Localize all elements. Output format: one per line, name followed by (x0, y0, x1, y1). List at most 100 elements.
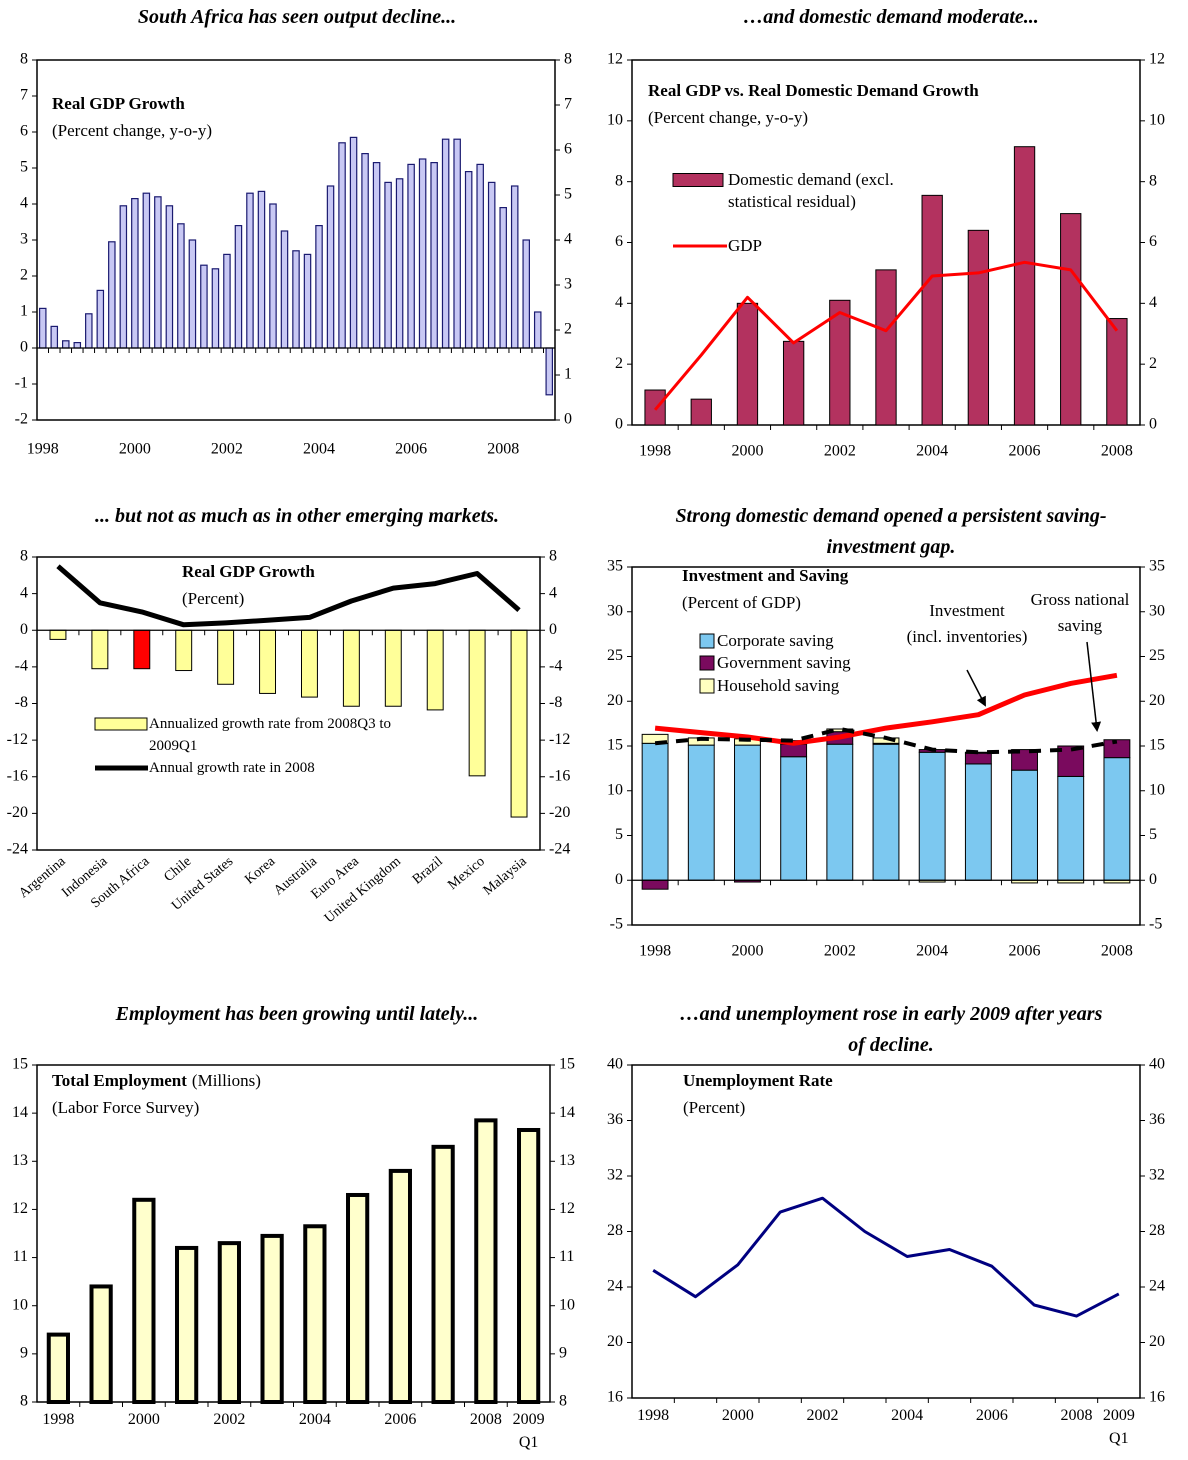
bar (690, 398, 712, 426)
y2-tick-label: 0 (1149, 416, 1157, 433)
x-tick-label: 2002 (213, 1411, 246, 1428)
legend-swatch (699, 678, 715, 694)
chart-heading: …and unemployment rose in early 2009 aft… (679, 1003, 1103, 1056)
bar (131, 198, 139, 349)
y2-tick-label: 6 (1149, 233, 1157, 250)
bar (734, 744, 761, 881)
x-tick-label: 1998 (639, 443, 671, 460)
bar (175, 629, 193, 672)
bar (921, 194, 943, 426)
y2-tick-label: 15 (559, 1056, 575, 1073)
x-tick-label: 2006 (975, 1407, 1008, 1424)
x-tick-label: 2004 (298, 1411, 331, 1428)
x-tick-label: 2008 (1101, 443, 1133, 460)
legend-label: Domestic demand (excl. statistical resid… (728, 170, 894, 211)
bar (73, 342, 82, 349)
y2-tick-label: 28 (1149, 1222, 1165, 1239)
y2-tick-label: 14 (559, 1104, 575, 1121)
chart-heading-box: Strong domestic demand opened a persiste… (675, 505, 1107, 558)
y-tick-label: 12 (12, 1200, 28, 1217)
bar (522, 239, 530, 349)
bar (1013, 146, 1036, 426)
x-tick-label-box: 2008 (469, 1411, 502, 1428)
panel-label-title: Real GDP Growth (52, 94, 185, 113)
y-tick-label: 8 (615, 172, 623, 189)
bar (395, 178, 404, 349)
y-tick-label: 35 (607, 558, 623, 575)
bar (875, 269, 897, 426)
y-tick-label: 6 (615, 233, 623, 250)
bar (303, 1224, 327, 1404)
x-tick-label: 2000 (731, 943, 763, 960)
bar (132, 1197, 156, 1405)
x-tick-label: 2009 Q1 (512, 1411, 545, 1451)
bar (517, 1127, 541, 1404)
chart-heading-box: ... but not as much as in other emerging… (95, 505, 499, 527)
bar (964, 752, 992, 765)
bar (217, 629, 235, 685)
annotation: (incl. inventories) (907, 627, 1028, 646)
y2-tick-label: 11 (559, 1248, 574, 1265)
y-tick-label: 25 (607, 647, 623, 664)
bar (918, 751, 946, 881)
bar (453, 138, 461, 349)
bar (260, 1233, 284, 1404)
bar (1057, 745, 1085, 777)
x-tick-label: 2002 (211, 441, 243, 458)
legend-swatch (672, 173, 724, 187)
y2-tick-label: 0 (549, 621, 557, 638)
y2-tick-label: 10 (1149, 112, 1165, 129)
bar (89, 1284, 113, 1405)
legend-label: Annualized growth rate from 2008Q3 to 20… (149, 716, 392, 754)
y-tick-label: 4 (20, 584, 28, 601)
bar (487, 181, 496, 349)
y2-tick-label: 25 (1149, 647, 1165, 664)
y2-tick-label: 5 (564, 186, 572, 203)
y2-tick-label: 1 (564, 366, 572, 383)
chart-heading: Strong domestic demand opened a persiste… (675, 505, 1107, 558)
annotation-arrow (1086, 641, 1102, 732)
bar (782, 340, 805, 426)
legend-label: GDP (728, 236, 763, 255)
x-tick-label: 2009 Q1 (1102, 1407, 1135, 1447)
bar (1011, 749, 1038, 771)
legend-label-box: Corporate saving (717, 631, 834, 650)
y-tick-label: 7 (20, 87, 28, 104)
y-tick-label: 16 (607, 1389, 623, 1406)
bar (426, 629, 444, 711)
bar (641, 733, 669, 744)
panel-label-title: Investment and Saving (682, 566, 849, 585)
y-tick-label: 15 (607, 737, 623, 754)
y2-tick-label: 32 (1149, 1167, 1165, 1184)
line-series (654, 727, 1118, 755)
line-series (652, 1196, 1120, 1318)
bar (62, 340, 70, 349)
y2-tick-label: 40 (1149, 1056, 1165, 1073)
bar (175, 1245, 199, 1405)
y-tick-label: 10 (12, 1296, 28, 1313)
legend-swatch (94, 717, 148, 731)
bar (342, 629, 360, 707)
x-tick-label: 2000 (731, 443, 763, 460)
legend-label: Government saving (717, 653, 851, 672)
bar (545, 347, 554, 396)
bar (641, 742, 669, 881)
y-tick-label: 20 (607, 692, 623, 709)
x-tick-label-box: 2000 (722, 1407, 754, 1424)
bar (346, 1192, 370, 1404)
y2-tick-label: 2 (564, 321, 572, 338)
y2-tick-label: 24 (1149, 1278, 1165, 1295)
bar (464, 171, 473, 349)
y-tick-label: 24 (607, 1278, 623, 1295)
y-tick-label: 6 (20, 123, 28, 140)
bar (641, 879, 669, 890)
annotation: Investment (929, 601, 1005, 620)
x-tick-label: 2008 (469, 1411, 502, 1428)
panel-label-unit: (Millions) (192, 1071, 261, 1090)
y-tick-label: -16 (7, 767, 28, 784)
bar (510, 629, 528, 818)
y-tick-label: 20 (607, 1333, 623, 1350)
y-tick-label: 1 (20, 303, 28, 320)
x-tick-label: 2006 (1009, 943, 1041, 960)
panel-sublabel: (Labor Force Survey) (52, 1098, 199, 1117)
